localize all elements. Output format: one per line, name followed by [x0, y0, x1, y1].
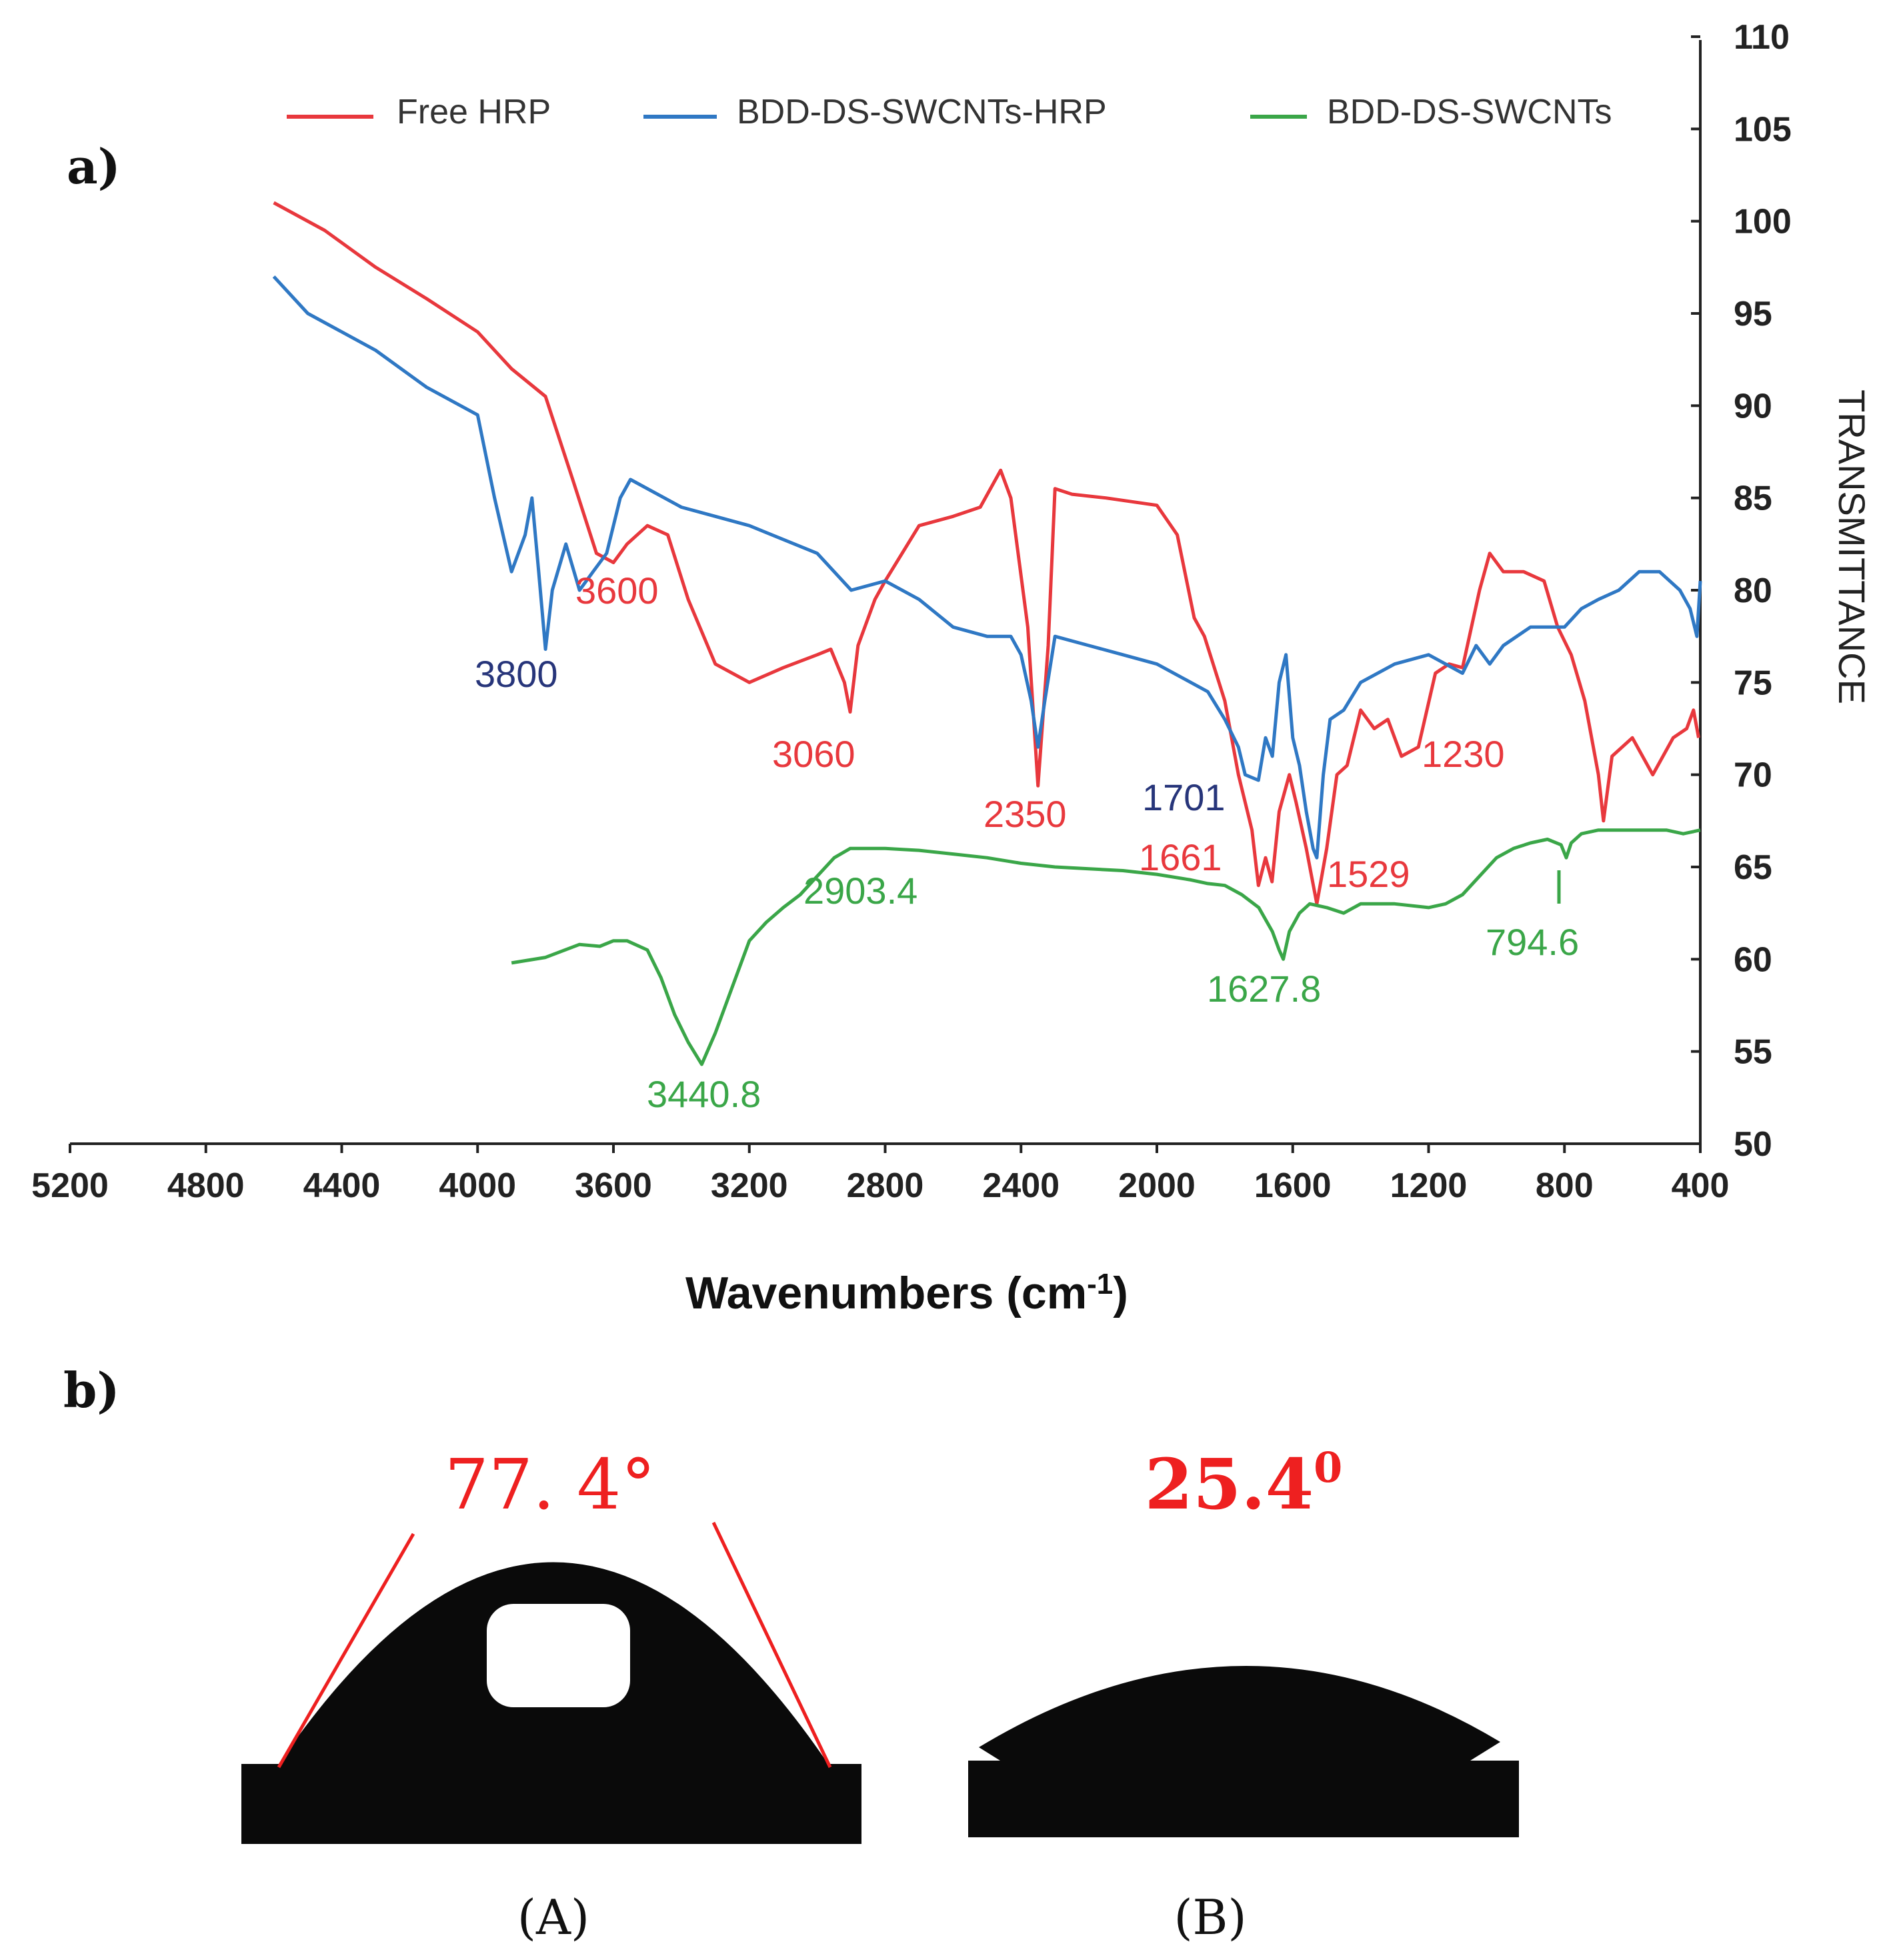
- legend-label-bdd-ds-swcnts-hrp: BDD-DS-SWCNTs-HRP: [737, 93, 1107, 131]
- contact-angle-b-value: 25.40: [1145, 1443, 1342, 1525]
- x-tick-label: 4000: [439, 1166, 516, 1205]
- series-line-bdd-ds-swcnts: [511, 828, 1701, 1066]
- x-axis-title-sup: -1: [1087, 1268, 1113, 1300]
- x-tick-label: 2800: [847, 1166, 924, 1205]
- y-tick-label: 80: [1734, 572, 1772, 610]
- contact-angle-b-number: 25.4: [1145, 1443, 1314, 1525]
- y-tick-label: 110: [1734, 18, 1790, 57]
- y-tick-label: 55: [1734, 1033, 1772, 1072]
- annotation-3060: 3060: [772, 733, 855, 775]
- series-line-free-hrp: [273, 201, 1700, 906]
- x-tick-label: 2400: [982, 1166, 1060, 1205]
- x-tick-label: 2000: [1118, 1166, 1196, 1205]
- y-tick-label: 60: [1734, 940, 1772, 979]
- x-tick-label: 1200: [1390, 1166, 1468, 1205]
- droplet-b-substrate: [968, 1761, 1519, 1837]
- x-axis-title-main: Wavenumbers (cm: [685, 1268, 1087, 1318]
- series-line-bdd-ds-swcnts-hrp: [272, 275, 1702, 860]
- legend-label-bdd-ds-swcnts: BDD-DS-SWCNTs: [1327, 93, 1612, 131]
- droplet-a-reflection: [487, 1604, 630, 1707]
- droplet-a-caption: (A): [517, 1889, 589, 1945]
- droplet-b-caption: (B): [1174, 1889, 1246, 1945]
- x-tick-label: 4800: [167, 1166, 245, 1205]
- x-ticks: 5200 4800 4400 4000 3600 3200 2800 2400 2000 1600…: [31, 1144, 1729, 1205]
- y-tick-label: 90: [1734, 387, 1772, 425]
- contact-angle-tangent-right: [711, 1521, 832, 1769]
- y-tick-label: 70: [1734, 756, 1772, 795]
- droplet-b-drop: [979, 1665, 1500, 1761]
- x-tick-label: 3600: [575, 1166, 652, 1205]
- x-tick-label: 5200: [31, 1166, 109, 1205]
- y-ticks: 50 55 60 65 70 75 80 85 90 95 100 105 110: [1691, 18, 1792, 1164]
- legend: Free HRP BDD-DS-SWCNTs-HRP BDD-DS-SWCNTs: [287, 93, 1612, 131]
- legend-label-free-hrp: Free HRP: [397, 93, 551, 131]
- annotation-2903-4: 2903.4: [803, 870, 917, 912]
- contact-angle-a-value: 77. 4°: [445, 1444, 656, 1525]
- annotation-3800: 3800: [475, 653, 558, 695]
- panel-a-label: a): [67, 138, 121, 195]
- series-layer: [272, 201, 1702, 1066]
- x-axis-title-close: ): [1113, 1268, 1128, 1318]
- droplet-image-a: 77. 4°: [240, 1444, 863, 1844]
- annotation-1529: 1529: [1327, 853, 1410, 895]
- y-tick-label: 65: [1734, 848, 1772, 887]
- x-tick-label: 400: [1672, 1166, 1730, 1205]
- x-tick-label: 1600: [1254, 1166, 1332, 1205]
- contact-angle-b-degree: 0: [1314, 1443, 1342, 1492]
- y-tick-label: 85: [1734, 479, 1772, 518]
- annotation-3440-8: 3440.8: [647, 1073, 761, 1115]
- annotation-1661: 1661: [1139, 836, 1222, 878]
- droplet-image-b: 25.40: [967, 1443, 1520, 1841]
- x-axis-title: Wavenumbers (cm-1): [685, 1268, 1128, 1318]
- x-tick-label: 4400: [303, 1166, 381, 1205]
- annotations: 3800 3600 3060 2350 1701 1661 1529 1230 …: [475, 570, 1579, 1115]
- y-tick-label: 100: [1734, 203, 1792, 241]
- annotation-3600: 3600: [575, 570, 659, 612]
- panel-b-label: b): [63, 1362, 119, 1418]
- x-tick-label: 3200: [711, 1166, 788, 1205]
- contact-angle-tangent-left: [277, 1533, 415, 1769]
- annotation-1701: 1701: [1142, 776, 1226, 818]
- annotation-1230: 1230: [1422, 733, 1505, 775]
- y-tick-label: 50: [1734, 1125, 1772, 1164]
- y-tick-label: 75: [1734, 664, 1772, 702]
- y-tick-label: 105: [1734, 110, 1792, 149]
- annotation-1627-8: 1627.8: [1207, 968, 1321, 1010]
- annotation-794-6: 794.6: [1486, 921, 1579, 963]
- annotation-2350: 2350: [984, 793, 1067, 835]
- y-axis-title: TRANSMITTANCE: [1831, 389, 1873, 704]
- droplet-a-substrate: [241, 1764, 861, 1844]
- x-tick-label: 800: [1536, 1166, 1594, 1205]
- y-tick-label: 95: [1734, 295, 1772, 333]
- axes: 5200 4800 4400 4000 3600 3200 2800 2400 2000 1600…: [31, 18, 1792, 1205]
